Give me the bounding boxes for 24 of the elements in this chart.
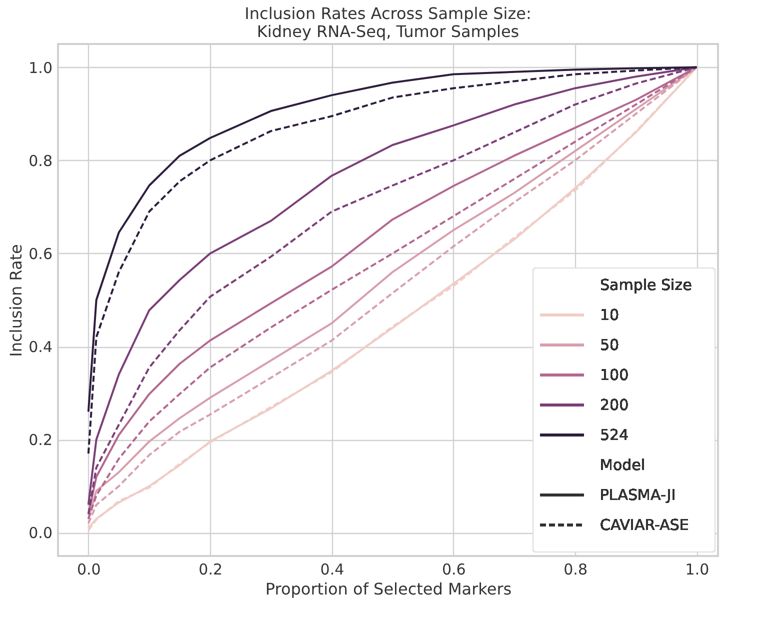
x-tick-label: 0.0	[76, 560, 101, 578]
x-tick-label: 0.8	[564, 560, 588, 578]
legend-label: 524	[600, 426, 629, 444]
legend-title: Sample Size	[600, 276, 692, 294]
annotation: PLASMA-JI	[600, 486, 676, 504]
legend-label: 50	[600, 336, 620, 354]
y-tick-label: 0.4	[28, 338, 52, 356]
x-tick-label: 0.6	[442, 560, 466, 578]
y-tick-label: 0.6	[28, 244, 52, 263]
legend-label: 100	[600, 366, 629, 384]
legend-label: 10	[600, 306, 620, 324]
annotation: CAVIAR-ASE	[600, 516, 689, 534]
y-axis-title: Inclusion Rate	[6, 244, 26, 357]
y-tick-label: 0.0	[28, 524, 52, 542]
x-tick-label: 0.2	[198, 560, 223, 578]
y-tick-label: 0.2	[28, 431, 52, 450]
legend-label: 200	[600, 396, 629, 414]
x-tick-label: 1.0	[685, 560, 710, 578]
y-tick-label: 0.8	[28, 152, 52, 170]
x-tick-label: 0.4	[320, 560, 344, 578]
chart-title: Inclusion Rates Across Sample Size: Kidney RNA-Seq, Tumor Samples	[244, 4, 532, 41]
y-tick-label: 1.0	[28, 58, 52, 77]
annotation: Model	[600, 456, 646, 474]
x-axis-title: Proportion of Selected Markers	[265, 580, 512, 598]
